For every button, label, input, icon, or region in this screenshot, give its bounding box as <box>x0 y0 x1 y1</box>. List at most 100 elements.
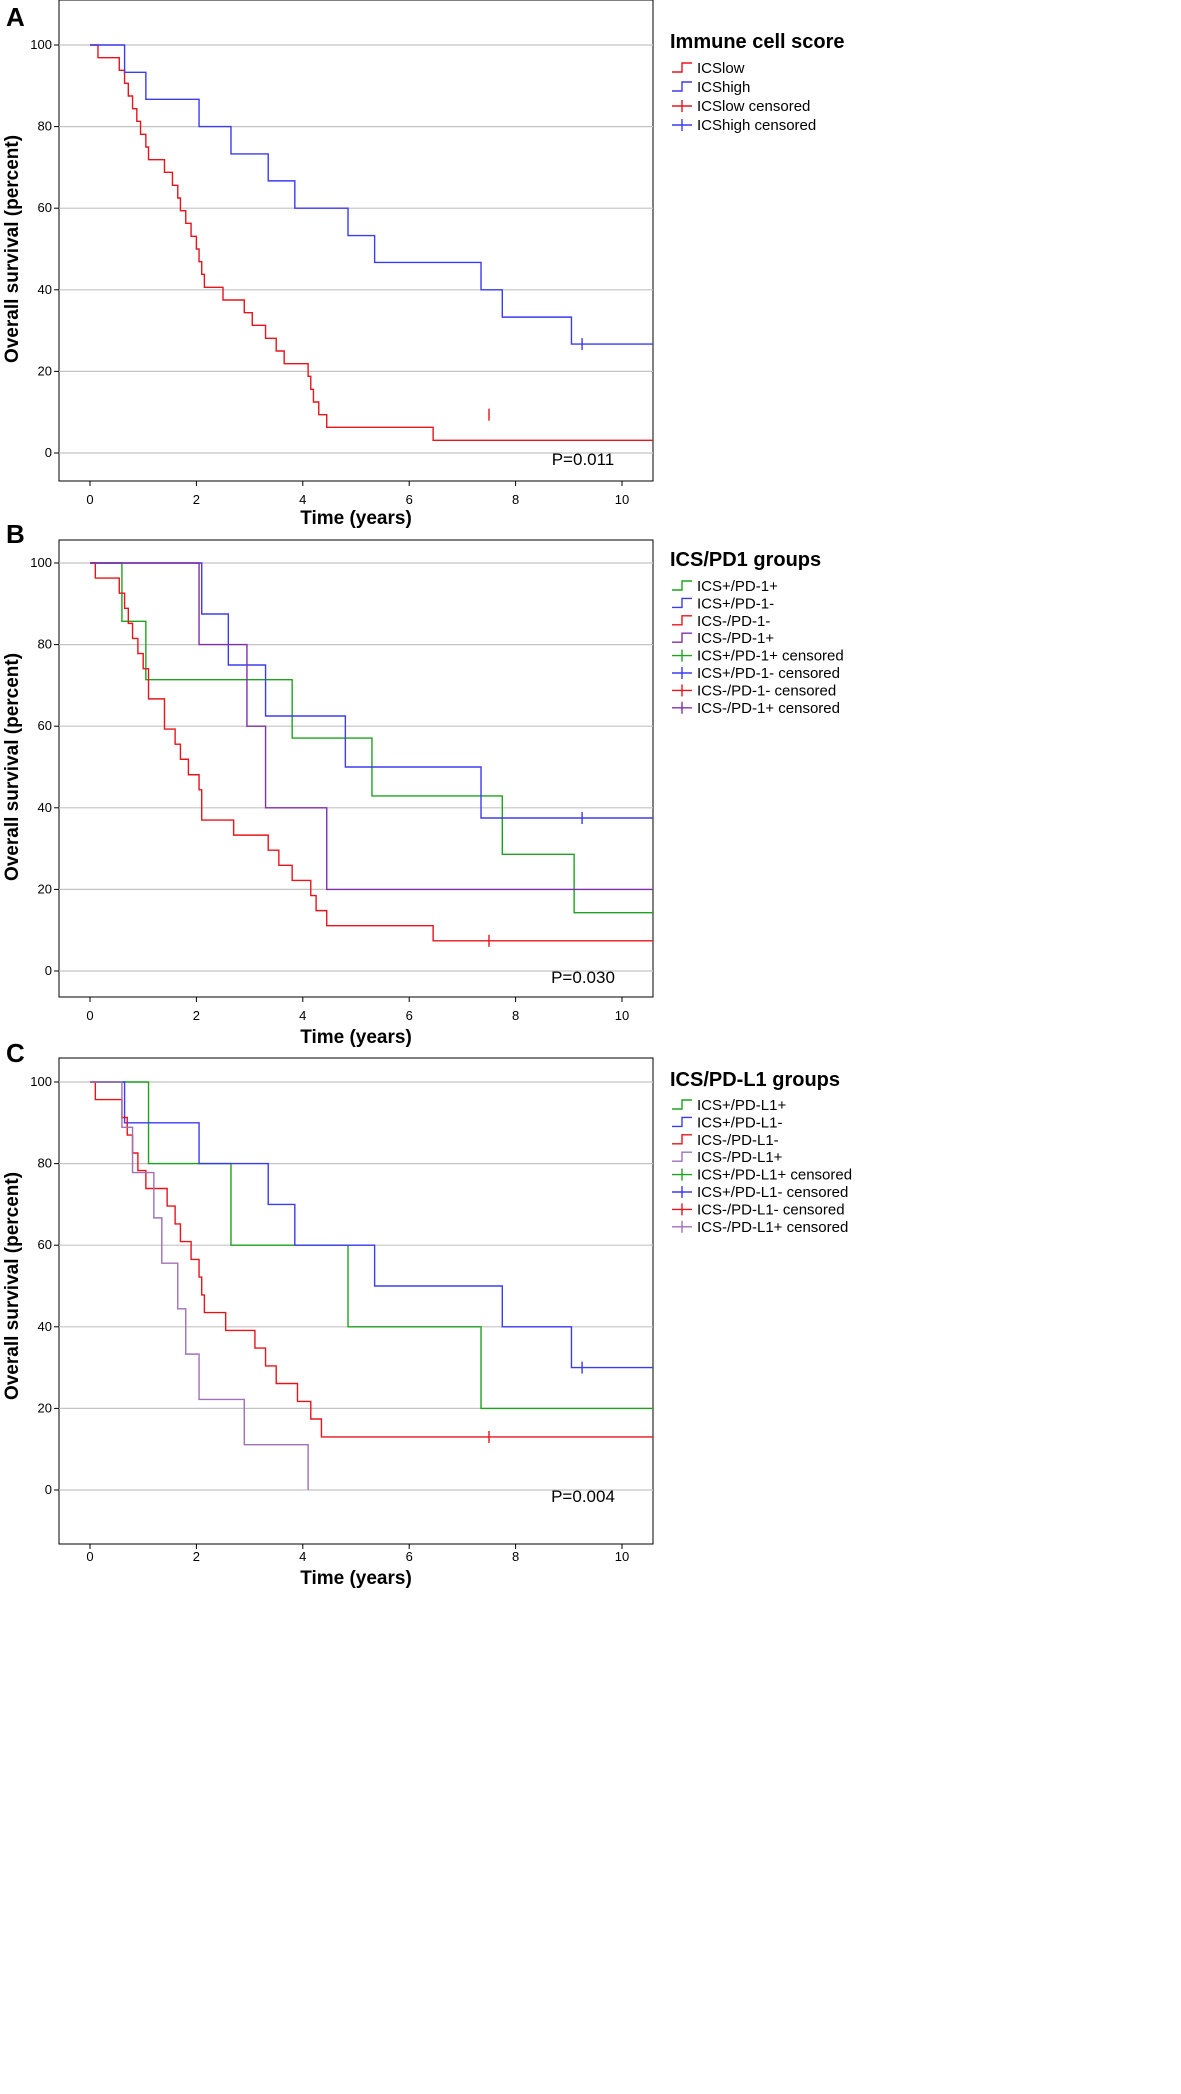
legend-item: ICS+/PD-L1+ <box>672 1097 786 1114</box>
y-tick-label: 20 <box>38 1400 52 1415</box>
legend-label: ICS+/PD-1- censored <box>697 665 840 682</box>
x-tick-label: 10 <box>615 492 629 507</box>
legend-step-swatch <box>672 632 692 643</box>
legend-item: ICShigh censored <box>672 117 816 134</box>
legend-step-swatch <box>672 615 692 626</box>
p-value: P=0.030 <box>551 968 615 987</box>
survival-curve-4 <box>90 1081 309 1490</box>
p-value: P=0.011 <box>552 450 615 469</box>
legend-item: ICS+/PD-L1+ censored <box>672 1167 852 1184</box>
legend-step-swatch <box>672 1134 692 1145</box>
x-tick-label: 2 <box>193 1008 200 1023</box>
legend-label: ICSlow <box>697 60 745 77</box>
legend-title: ICS/PD1 groups <box>670 549 821 571</box>
legend-label: ICS+/PD-1- <box>697 595 774 612</box>
y-tick-label: 100 <box>30 555 52 570</box>
legend-step-swatch <box>672 81 692 92</box>
x-tick-label: 0 <box>86 1549 93 1564</box>
y-tick-label: 40 <box>38 282 52 297</box>
y-tick-label: 40 <box>38 800 52 815</box>
legend-item: ICSlow censored <box>672 98 810 115</box>
legend-label: ICS+/PD-L1+ censored <box>697 1167 852 1184</box>
legend-label: ICShigh censored <box>697 117 816 134</box>
y-axis-title: Overall survival (percent) <box>2 1172 23 1400</box>
panel-letter: B <box>6 519 25 549</box>
y-tick-label: 80 <box>38 637 52 652</box>
legend-item: ICS-/PD-1- censored <box>672 682 836 699</box>
survival-curve-2 <box>90 1081 653 1369</box>
legend-item: ICS+/PD-1- censored <box>672 665 840 682</box>
y-axis-title: Overall survival (percent) <box>2 135 23 363</box>
legend-label: ICS-/PD-1+ <box>697 630 774 647</box>
y-tick-label: 20 <box>38 881 52 896</box>
legend-step-swatch <box>672 1116 692 1128</box>
survival-curve-2 <box>90 44 653 345</box>
x-tick-label: 4 <box>299 1549 306 1564</box>
legend-label: ICS-/PD-L1+ <box>697 1149 783 1166</box>
y-tick-label: 40 <box>38 1319 52 1334</box>
legend-item: ICS+/PD-1- <box>672 595 774 612</box>
survival-curve-1 <box>90 44 653 442</box>
x-tick-label: 2 <box>193 492 200 507</box>
p-value: P=0.004 <box>551 1487 615 1506</box>
survival-curve-3 <box>90 1081 653 1438</box>
plot-frame <box>58 539 654 998</box>
x-tick-label: 6 <box>406 1008 413 1023</box>
legend-label: ICS-/PD-L1- <box>697 1132 779 1149</box>
y-tick-label: 100 <box>30 37 52 52</box>
y-tick-label: 100 <box>30 1074 52 1089</box>
y-tick-label: 60 <box>38 718 52 733</box>
legend-label: ICS-/PD-1- <box>697 613 770 630</box>
legend-label: ICS+/PD-1+ censored <box>697 648 844 665</box>
panel-letter: C <box>6 1038 25 1068</box>
legend-item: ICS-/PD-L1- censored <box>672 1201 845 1218</box>
x-tick-label: 4 <box>299 1008 306 1023</box>
legend-item: ICS-/PD-1+ <box>672 630 774 647</box>
x-tick-label: 0 <box>86 1008 93 1023</box>
legend-item: ICSlow <box>672 60 745 77</box>
legend-item: ICS+/PD-1+ <box>672 578 778 595</box>
legend-title: Immune cell score <box>670 31 845 53</box>
x-tick-label: 10 <box>615 1549 629 1564</box>
y-tick-label: 0 <box>45 963 52 978</box>
y-tick-label: 80 <box>38 1156 52 1171</box>
plot-frame <box>58 1057 654 1545</box>
y-tick-label: 20 <box>38 363 52 378</box>
legend-label: ICS-/PD-L1+ censored <box>697 1219 848 1236</box>
legend-label: ICS+/PD-L1+ <box>697 1097 786 1114</box>
legend-item: ICS-/PD-1- <box>672 613 770 630</box>
y-tick-label: 60 <box>38 200 52 215</box>
x-tick-label: 8 <box>512 492 519 507</box>
y-tick-label: 0 <box>45 445 52 460</box>
x-tick-label: 8 <box>512 1008 519 1023</box>
legend-item: ICS-/PD-L1+ <box>672 1149 783 1166</box>
legend-item: ICS-/PD-L1- <box>672 1132 779 1149</box>
y-axis-title: Overall survival (percent) <box>2 653 23 881</box>
legend-item: ICS-/PD-1+ censored <box>672 700 840 717</box>
plot-frame <box>58 0 654 482</box>
legend-step-swatch <box>672 1099 692 1110</box>
legend-label: ICS-/PD-1- censored <box>697 682 836 699</box>
survival-curve-1 <box>90 562 653 914</box>
legend-step-swatch <box>672 580 692 591</box>
y-tick-label: 80 <box>38 119 52 134</box>
x-tick-label: 4 <box>299 492 306 507</box>
x-tick-label: 6 <box>406 1549 413 1564</box>
legend-step-swatch <box>672 1151 692 1162</box>
panel-c: C 0 20 40 60 80 100 0 2 4 6 8 10 Time (years) Overall … <box>2 1038 852 1589</box>
legend-label: ICSlow censored <box>697 98 810 115</box>
legend-title: ICS/PD-L1 groups <box>670 1069 840 1091</box>
legend-label: ICS+/PD-1+ <box>697 578 778 595</box>
legend-label: ICS-/PD-L1- censored <box>697 1201 845 1218</box>
legend-item: ICS+/PD-L1- censored <box>672 1184 848 1201</box>
x-tick-label: 2 <box>193 1549 200 1564</box>
legend-step-swatch <box>672 62 692 73</box>
x-axis-title: Time (years) <box>300 1568 412 1589</box>
y-tick-label: 60 <box>38 1237 52 1252</box>
legend-label: ICShigh <box>697 79 750 96</box>
y-tick-label: 0 <box>45 1482 52 1497</box>
x-axis-title: Time (years) <box>300 1027 412 1048</box>
x-tick-label: 6 <box>406 492 413 507</box>
legend-label: ICS+/PD-L1- <box>697 1114 782 1131</box>
legend-label: ICS+/PD-L1- censored <box>697 1184 848 1201</box>
